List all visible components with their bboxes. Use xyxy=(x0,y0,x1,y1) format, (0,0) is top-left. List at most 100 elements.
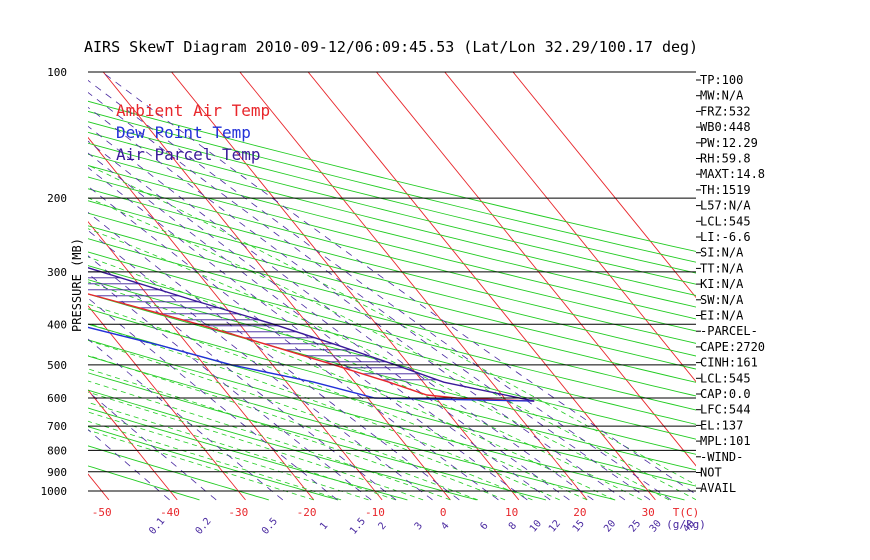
dry-adiabat-line xyxy=(88,339,685,501)
isotherm-line xyxy=(0,63,41,500)
dry-adiabat-line xyxy=(88,110,696,263)
mixing-ratio-tick-label: 15 xyxy=(571,518,587,534)
isotherm-line xyxy=(375,72,696,467)
ambient-temp-line xyxy=(88,293,535,402)
legend-entry: Air Parcel Temp xyxy=(116,145,261,164)
mixing-ratio-line xyxy=(88,106,626,501)
index-item: KI:N/A xyxy=(700,277,744,291)
pressure-tick-label: 200 xyxy=(47,192,67,205)
mixing-ratio-line xyxy=(88,140,570,501)
dry-adiabat-line xyxy=(88,165,696,320)
mixing-ratio-line xyxy=(88,92,651,501)
dry-adiabat-line xyxy=(88,372,547,501)
index-item: RH:59.8 xyxy=(700,152,751,166)
index-item: AVAIL xyxy=(700,481,736,495)
isotherm-line xyxy=(102,72,451,501)
pressure-tick-label: 600 xyxy=(47,392,67,405)
dry-adiabat-line xyxy=(88,389,477,501)
dry-adiabat-line xyxy=(88,265,696,425)
dry-adiabat-line xyxy=(88,355,616,501)
mixing-ratio-tick-label: 20 xyxy=(602,518,618,534)
sounding-series xyxy=(88,267,535,402)
index-item: LFC:544 xyxy=(700,403,751,417)
pressure-tick-label: 900 xyxy=(47,466,67,479)
index-item: LCL:545 xyxy=(700,371,751,385)
bottom-temp-tick-label: -20 xyxy=(297,506,317,519)
pressure-tick-label: 100 xyxy=(47,66,67,79)
mixing-ratio-tick-label: 1.5 xyxy=(348,516,368,537)
mixing-ratio-line xyxy=(88,152,551,501)
pressure-tick-label: 1000 xyxy=(41,485,68,498)
bottom-temp-tick-label: 30 xyxy=(642,506,655,519)
dry-adiabat-line xyxy=(88,153,696,308)
pressure-tick-label: 500 xyxy=(47,359,67,372)
index-item: MPL:101 xyxy=(700,434,751,448)
index-item: -PARCEL- xyxy=(700,324,758,338)
dry-adiabat-line xyxy=(88,121,696,274)
dry-adiabat-line xyxy=(88,238,696,397)
parcel-temp-line xyxy=(88,267,535,402)
isotherm-line xyxy=(88,220,315,501)
mixing-ratio-line xyxy=(101,72,696,495)
dry-adiabat-line xyxy=(88,188,696,344)
index-item: PW:12.29 xyxy=(700,136,758,150)
isotherm-line xyxy=(239,72,588,501)
dry-adiabat-line xyxy=(88,308,696,471)
index-item: SI:N/A xyxy=(700,246,744,260)
bottom-temp-tick-label: 20 xyxy=(573,506,586,519)
dry-adiabat-line xyxy=(88,279,696,440)
index-item: L57:N/A xyxy=(700,199,751,213)
mixing-ratio-line xyxy=(88,429,170,501)
chart-title: AIRS SkewT Diagram 2010-09-12/06:09:45.5… xyxy=(84,38,698,56)
mixing-ratio-line xyxy=(88,297,338,501)
index-item: EL:137 xyxy=(700,418,743,432)
pressure-tick-label: 300 xyxy=(47,266,67,279)
mixing-ratio-unit-label: (g/kg) xyxy=(666,518,706,531)
index-item: EI:N/A xyxy=(700,309,744,323)
pressure-tick-label: 700 xyxy=(47,420,67,433)
mixing-ratio-line xyxy=(88,79,672,501)
isotherm-line xyxy=(307,72,656,501)
bottom-temp-tick-label: -30 xyxy=(228,506,248,519)
mixing-ratio-tick-label: 1 xyxy=(318,521,330,533)
mixing-ratio-tick-label: 12 xyxy=(547,518,563,534)
index-item: CINH:161 xyxy=(700,356,758,370)
mixing-ratio-tick-label: 0.1 xyxy=(147,516,167,537)
isotherm-line xyxy=(88,136,383,501)
index-item: MW:N/A xyxy=(700,89,744,103)
dry-adiabat-line xyxy=(88,323,696,487)
mixing-ratio-line xyxy=(88,125,594,501)
dry-adiabat-line xyxy=(88,142,696,296)
mixing-ratio-tick-label: 3 xyxy=(413,521,425,533)
mixing-ratio-line xyxy=(88,211,460,501)
temp-unit-label: T(C) xyxy=(673,506,700,519)
moist-adiabat-line xyxy=(88,256,642,501)
index-item: LI:-6.6 xyxy=(700,230,751,244)
dry-adiabat-line xyxy=(88,225,696,383)
mixing-ratio-tick-label: 10 xyxy=(528,518,544,534)
dry-adiabat-line xyxy=(88,445,269,501)
isotherm-line xyxy=(88,305,246,501)
mixing-ratio-tick-label: 30 xyxy=(648,518,664,534)
bottom-temp-tick-label: -40 xyxy=(160,506,180,519)
index-item: WB0:448 xyxy=(700,120,751,134)
dry-adiabat-line xyxy=(88,100,696,252)
mixing-ratio-tick-label: 2 xyxy=(377,521,389,533)
mixing-ratio-line xyxy=(88,338,284,501)
mixing-ratio-line xyxy=(88,167,528,501)
index-item: TH:1519 xyxy=(700,183,751,197)
index-item: TT:N/A xyxy=(700,261,744,275)
mixing-ratio-tick-label: 4 xyxy=(439,521,451,533)
index-item: NOT xyxy=(700,466,722,480)
legend-entry: Dew Point Temp xyxy=(116,123,251,142)
bottom-temp-tick-label: -50 xyxy=(92,506,112,519)
index-item: SW:N/A xyxy=(700,293,744,307)
moist-adiabat-line xyxy=(88,228,670,501)
mixing-ratio-line xyxy=(88,185,499,501)
dry-adiabat-line xyxy=(88,131,696,285)
mixing-ratio-tick-label: 25 xyxy=(627,518,643,534)
dry-adiabat-line xyxy=(88,407,408,501)
dry-adiabat-line xyxy=(88,426,339,501)
